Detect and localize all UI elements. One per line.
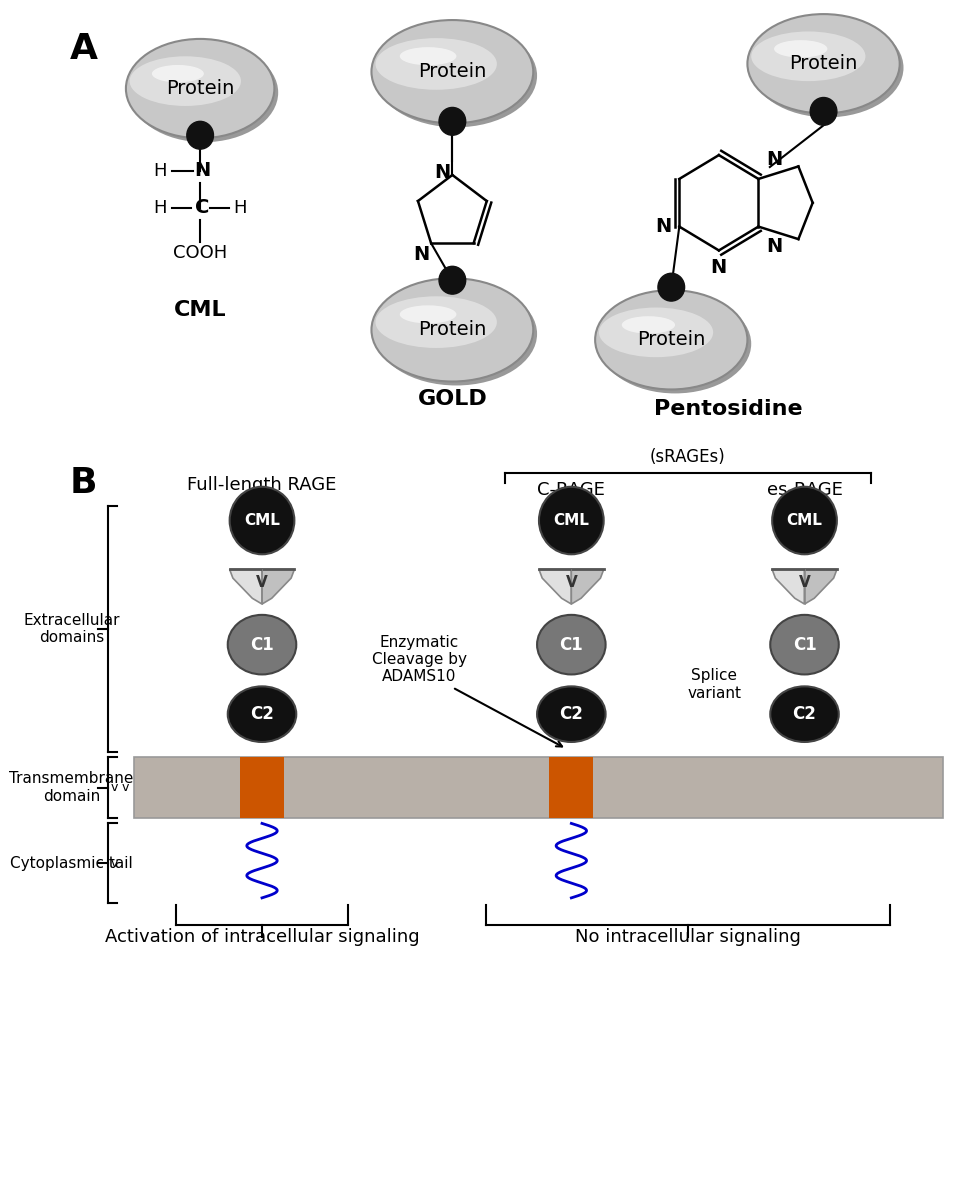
Ellipse shape [375,38,497,89]
Circle shape [187,122,214,149]
Ellipse shape [752,31,865,81]
Text: es-RAGE: es-RAGE [766,480,843,498]
Text: Protein: Protein [418,321,486,340]
Polygon shape [229,570,262,604]
Polygon shape [772,570,805,604]
Ellipse shape [375,297,497,348]
Text: Enzymatic
Cleavage by
ADAMS10: Enzymatic Cleavage by ADAMS10 [371,634,466,684]
Text: No intracellular signaling: No intracellular signaling [575,927,801,945]
Ellipse shape [748,14,900,113]
Ellipse shape [752,18,904,117]
Circle shape [810,98,837,125]
Ellipse shape [400,48,457,66]
Bar [240,757,284,819]
Ellipse shape [774,41,827,57]
Text: C: C [195,198,210,217]
Ellipse shape [129,56,241,106]
Text: Splice
variant: Splice variant [687,669,741,701]
Text: H: H [233,199,247,217]
Circle shape [439,266,466,294]
Circle shape [439,107,466,135]
Ellipse shape [537,687,606,741]
Text: H: H [154,199,167,217]
Text: Pentosidine: Pentosidine [654,399,803,420]
Text: (sRAGEs): (sRAGEs) [650,448,726,466]
Polygon shape [571,570,604,604]
Ellipse shape [599,294,752,393]
Text: N: N [194,161,210,180]
Ellipse shape [227,615,296,675]
Text: V: V [256,576,268,590]
Text: v: v [111,781,118,794]
Text: Protein: Protein [789,55,858,73]
Text: Protein: Protein [637,330,706,349]
Text: C2: C2 [560,706,583,724]
Text: COOH: COOH [173,244,227,262]
Ellipse shape [229,486,294,554]
Text: C2: C2 [793,706,816,724]
Text: C1: C1 [560,635,583,653]
Ellipse shape [599,308,713,358]
Polygon shape [262,570,294,604]
Text: N: N [656,217,671,236]
Ellipse shape [770,687,839,741]
Text: Protein: Protein [418,62,486,81]
Text: Protein: Protein [166,79,234,98]
Text: Activation of intracellular signaling: Activation of intracellular signaling [105,927,419,945]
Circle shape [658,273,685,302]
Text: v: v [122,781,128,794]
Ellipse shape [539,486,604,554]
Text: N: N [766,150,782,169]
Text: V: V [799,576,810,590]
Text: H: H [154,162,167,180]
Ellipse shape [770,615,839,675]
Ellipse shape [375,283,537,385]
Text: A: A [70,32,98,66]
Text: CML: CML [787,513,822,528]
Text: C1: C1 [250,635,273,653]
Text: C2: C2 [250,706,274,724]
Ellipse shape [371,278,533,381]
Ellipse shape [375,24,537,128]
Text: B: B [70,466,97,499]
Bar [133,757,943,819]
Ellipse shape [129,43,278,142]
Text: CML: CML [173,300,226,319]
Text: Full-length RAGE: Full-length RAGE [187,476,337,493]
Text: Transmembrane
domain: Transmembrane domain [10,771,134,803]
Ellipse shape [227,687,296,741]
Ellipse shape [371,20,533,123]
Text: N: N [413,246,429,265]
Text: V: V [565,576,577,590]
Text: N: N [434,163,451,182]
Text: CML: CML [244,513,280,528]
Text: Extracellular
domains: Extracellular domains [24,613,120,645]
Text: GOLD: GOLD [417,390,487,409]
Text: v: v [111,857,118,870]
Text: CML: CML [554,513,589,528]
Text: C-RAGE: C-RAGE [537,480,606,498]
Text: Cytoplasmic tail: Cytoplasmic tail [10,856,133,870]
Ellipse shape [152,66,204,82]
Polygon shape [805,570,837,604]
Text: C1: C1 [793,635,816,653]
Ellipse shape [772,486,837,554]
Text: N: N [766,236,782,255]
Ellipse shape [400,305,457,323]
Ellipse shape [125,39,274,138]
Ellipse shape [595,290,748,390]
Bar [550,757,593,819]
Ellipse shape [621,316,675,334]
Text: N: N [710,259,727,278]
Ellipse shape [537,615,606,675]
Polygon shape [539,570,571,604]
